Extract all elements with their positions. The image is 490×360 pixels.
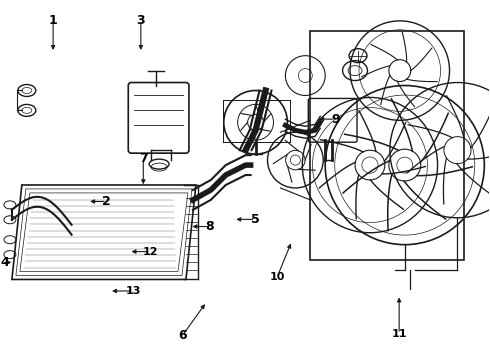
Text: 10: 10 bbox=[270, 272, 285, 282]
Text: 13: 13 bbox=[126, 286, 141, 296]
Text: 3: 3 bbox=[137, 14, 145, 27]
Text: 11: 11 bbox=[392, 329, 407, 339]
Bar bbox=[310, 31, 465, 260]
Text: 4: 4 bbox=[0, 256, 9, 269]
Text: 9: 9 bbox=[331, 113, 340, 126]
Text: 7: 7 bbox=[139, 152, 147, 165]
Text: 1: 1 bbox=[49, 14, 57, 27]
Text: 6: 6 bbox=[178, 329, 187, 342]
Text: 8: 8 bbox=[205, 220, 213, 233]
Text: 12: 12 bbox=[143, 247, 158, 257]
Text: 5: 5 bbox=[251, 213, 260, 226]
Text: 2: 2 bbox=[102, 195, 111, 208]
